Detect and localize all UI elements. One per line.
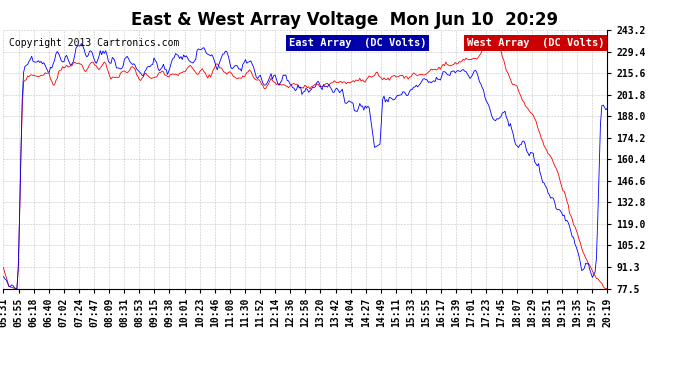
Text: West Array  (DC Volts): West Array (DC Volts) xyxy=(466,38,604,48)
Text: Copyright 2013 Cartronics.com: Copyright 2013 Cartronics.com xyxy=(10,38,180,48)
Text: East & West Array Voltage  Mon Jun 10  20:29: East & West Array Voltage Mon Jun 10 20:… xyxy=(131,11,559,29)
Text: East Array  (DC Volts): East Array (DC Volts) xyxy=(288,38,426,48)
